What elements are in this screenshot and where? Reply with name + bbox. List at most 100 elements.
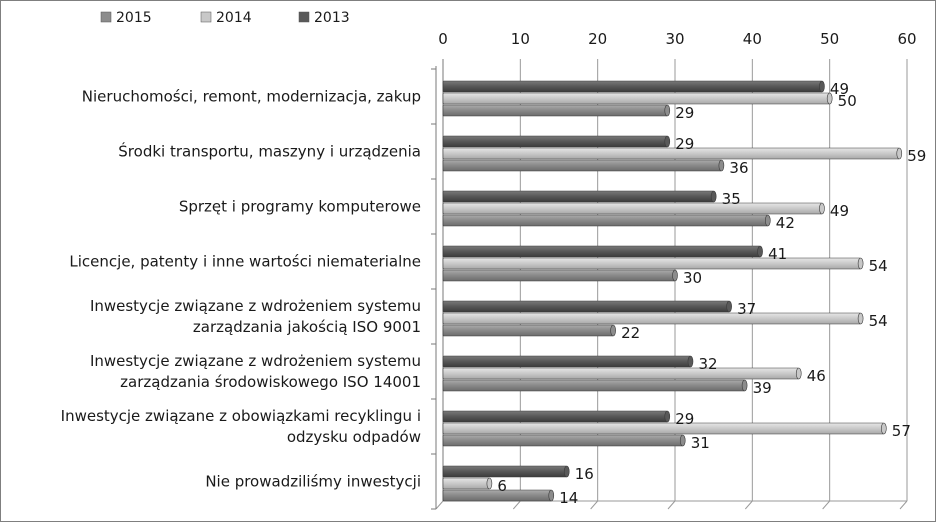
bar-2015 [442, 104, 668, 117]
x-tick-label: 10 [511, 30, 530, 48]
data-label-2013: 16 [575, 465, 594, 483]
data-label-2013: 29 [675, 410, 694, 428]
category-label: zarządzania środowiskowego ISO 14001 [120, 373, 421, 391]
data-label-2014: 46 [807, 367, 826, 385]
bar-2014 [442, 477, 490, 490]
data-label-2014: 54 [869, 312, 888, 330]
bar-2014 [442, 92, 830, 105]
bar-2014 [442, 422, 885, 435]
bar-cap-2014 [795, 367, 802, 380]
bar-cap-2014 [880, 422, 887, 435]
bar-cap-2013 [757, 245, 763, 258]
category-label: Licencje, patenty i inne wartości niemat… [69, 253, 421, 271]
bar-2015 [442, 159, 722, 172]
gridline-floor [667, 500, 676, 510]
bar-2014 [442, 257, 861, 270]
x-tick-label: 0 [438, 30, 448, 48]
bar-2013 [442, 410, 668, 423]
gridline-floor [822, 500, 831, 510]
category-label: Sprzęt i programy komputerowe [179, 198, 421, 216]
bar-cap-2014 [857, 312, 864, 325]
x-tick-label: 60 [897, 30, 916, 48]
data-label-2015: 31 [691, 434, 710, 452]
category-label: Inwestycje związane z wdrożeniem systemu [90, 297, 421, 315]
data-label-2015: 30 [683, 269, 702, 287]
bar-cap-2015 [679, 434, 686, 447]
bar-cap-2014 [819, 202, 825, 215]
bar-cap-2015 [765, 214, 771, 227]
category-label: Inwestycje związane z wdrożeniem systemu [90, 352, 421, 370]
data-label-2014: 57 [892, 422, 911, 440]
bar-cap-2013 [726, 300, 732, 313]
data-label-2013: 29 [675, 135, 694, 153]
x-tick-label: 40 [743, 30, 762, 48]
x-tick-label: 30 [665, 30, 684, 48]
data-label-2014: 54 [869, 257, 888, 275]
bar-2013 [442, 355, 691, 368]
bar-2013 [442, 300, 730, 313]
legend-swatch-2014 [200, 11, 212, 23]
x-tick-label: 50 [820, 30, 839, 48]
bar-2015 [442, 269, 676, 282]
gridline-floor [512, 500, 521, 510]
bar-cap-2013 [710, 190, 717, 203]
data-label-2013: 49 [830, 80, 849, 98]
bar-2013 [442, 80, 823, 93]
legend-label-2014: 2014 [216, 10, 252, 26]
data-label-2013: 41 [768, 245, 787, 263]
gridline-floor [435, 500, 444, 510]
bar-2014 [442, 147, 900, 160]
data-label-2014: 6 [497, 477, 507, 495]
gridline-floor [744, 500, 753, 510]
legend-swatch-2013 [298, 11, 310, 23]
legend-label-2013: 2013 [314, 10, 350, 26]
bar-cap-2013 [563, 465, 570, 478]
bar-2013 [442, 465, 568, 478]
bars [442, 80, 903, 502]
bar-cap-2014 [857, 257, 864, 270]
bar-2013 [442, 135, 668, 148]
category-label: Nieruchomości, remont, modernizacja, zak… [82, 88, 421, 106]
bar-2014 [442, 367, 800, 380]
bar-cap-2015 [718, 159, 725, 172]
bar-cap-2015 [610, 324, 616, 337]
bar-2015 [442, 379, 745, 392]
data-label-2013: 32 [698, 355, 717, 373]
data-label-2014: 50 [838, 92, 857, 110]
bar-2013 [442, 190, 714, 203]
bar-cap-2014 [486, 477, 493, 490]
data-label-2015: 36 [729, 159, 748, 177]
data-label-2015: 29 [675, 104, 694, 122]
bar-cap-2013 [664, 410, 671, 423]
legend-label-2015: 2015 [116, 10, 152, 26]
x-tick-label: 20 [588, 30, 607, 48]
category-label: Inwestycje związane z obowiązkami recykl… [61, 407, 421, 425]
data-label-2013: 35 [722, 190, 741, 208]
data-label-2015: 42 [776, 214, 795, 232]
bar-cap-2015 [548, 489, 555, 502]
data-label-2014: 59 [907, 147, 926, 165]
bar-2015 [442, 214, 769, 227]
category-label: zarządzania jakością ISO 9001 [193, 318, 421, 336]
data-label-2015: 14 [559, 489, 578, 507]
bar-cap-2015 [741, 379, 748, 392]
bar-cap-2015 [664, 104, 671, 117]
bar-cap-2014 [826, 92, 833, 105]
bar-2013 [442, 245, 761, 258]
category-label: Nie prowadziliśmy inwestycji [205, 473, 421, 491]
gridline-floor [590, 500, 599, 510]
gridline-floor [899, 500, 908, 510]
data-label-2015: 39 [753, 379, 772, 397]
data-label-2014: 49 [830, 202, 849, 220]
data-label-2015: 22 [621, 324, 640, 342]
legend: 2015 2014 2013 [100, 10, 350, 26]
bar-cap-2014 [896, 147, 903, 160]
data-label-2013: 37 [737, 300, 756, 318]
category-label: Środki transportu, maszyny i urządzenia [118, 142, 421, 161]
bar-2014 [442, 312, 861, 325]
bar-2014 [442, 202, 823, 215]
bar-cap-2013 [819, 80, 825, 93]
